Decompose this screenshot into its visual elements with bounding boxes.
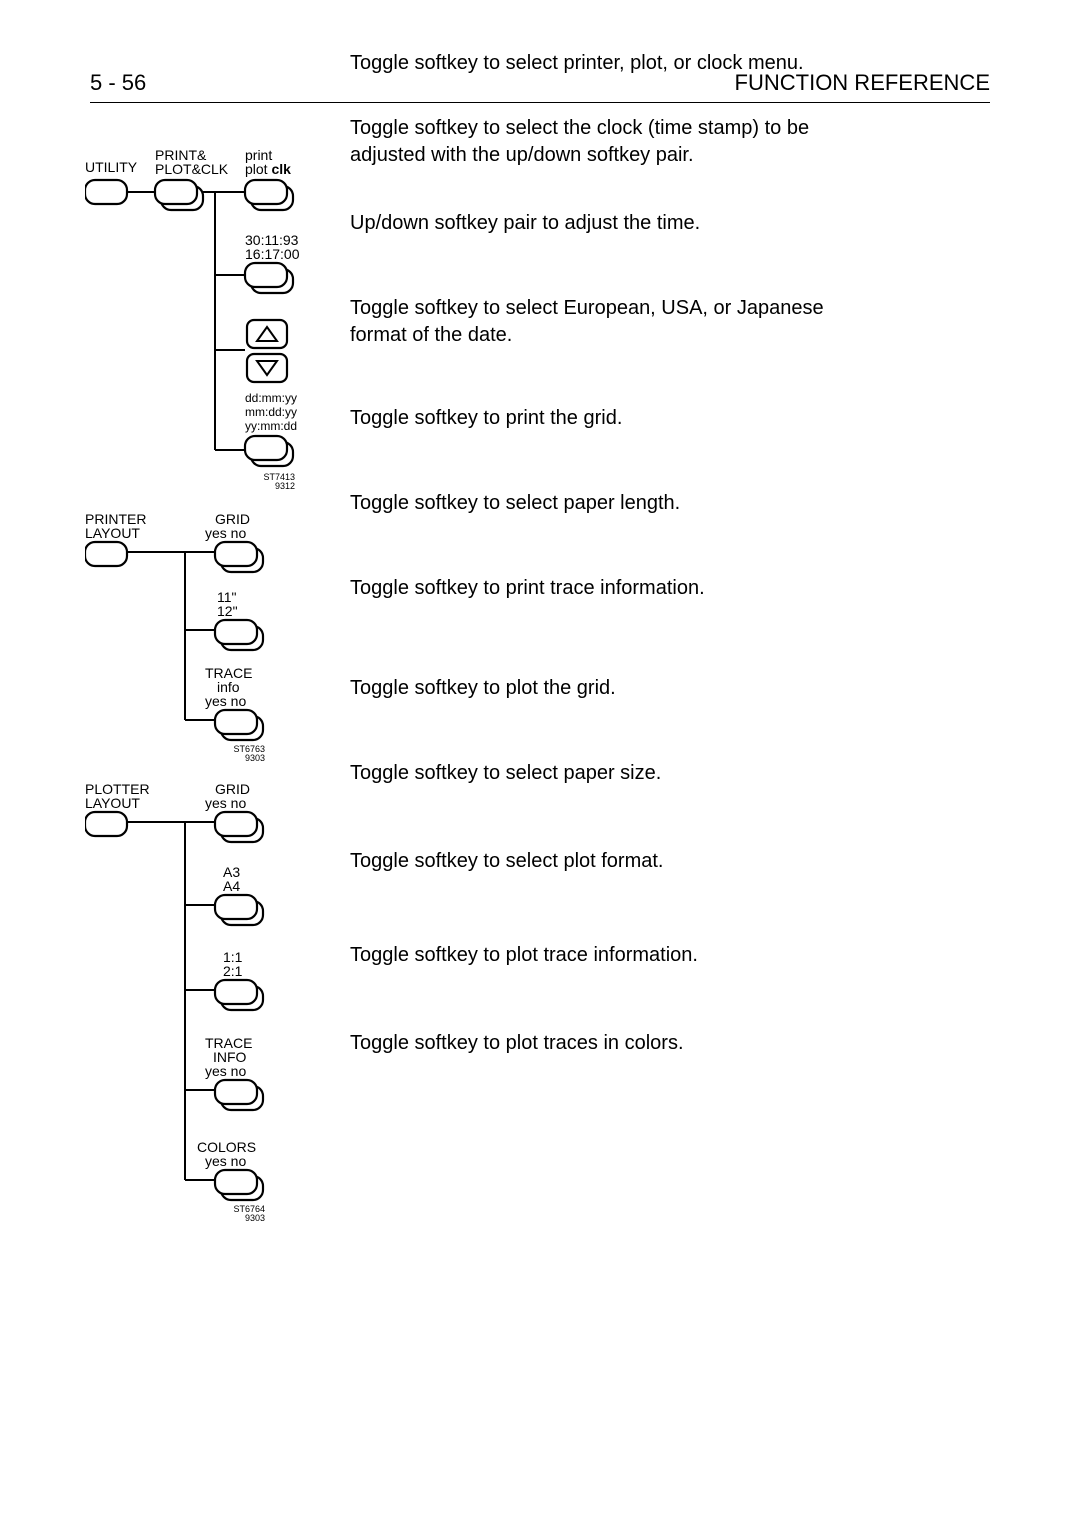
section-plotter-layout: PLOTTER LAYOUT GRID yes no A3 A4 1:1 2:1… bbox=[85, 781, 265, 1223]
desc-4: Toggle softkey to select European, USA, … bbox=[350, 295, 824, 349]
label-utility: UTILITY bbox=[85, 159, 138, 175]
printer-grid-key[interactable] bbox=[215, 542, 263, 572]
print-plot-clk-toggle-key[interactable] bbox=[245, 180, 293, 210]
desc-5: Toggle softkey to print the grid. bbox=[350, 405, 622, 432]
clock-select-key[interactable] bbox=[245, 263, 293, 293]
desc-2: Toggle softkey to select the clock (time… bbox=[350, 115, 809, 169]
label-plot-clk: plot clk bbox=[245, 161, 291, 177]
label-yymmdd: yy:mm:dd bbox=[245, 419, 297, 433]
label-grid-yesno: yes no bbox=[205, 525, 246, 541]
label-a4: A4 bbox=[223, 878, 240, 894]
printer-layout-key[interactable] bbox=[85, 542, 127, 566]
label-layout: LAYOUT bbox=[85, 525, 140, 541]
plotter-trace-key[interactable] bbox=[215, 1080, 263, 1110]
desc-1: Toggle softkey to select printer, plot, … bbox=[350, 50, 804, 77]
label-plotter-layout: LAYOUT bbox=[85, 795, 140, 811]
date-format-key[interactable] bbox=[245, 436, 293, 466]
up-key[interactable] bbox=[247, 320, 287, 348]
ref-code-1b: 9312 bbox=[275, 481, 295, 491]
section-utility: UTILITY PRINT& PLOT&CLK print plot clk 3… bbox=[85, 147, 300, 491]
desc-8: Toggle softkey to plot the grid. bbox=[350, 675, 616, 702]
page-number: 5 - 56 bbox=[90, 70, 146, 96]
label-print-plot-clk-2: PLOT&CLK bbox=[155, 161, 229, 177]
label-trace-yesno: yes no bbox=[205, 693, 246, 709]
label-plotter-grid-yesno: yes no bbox=[205, 795, 246, 811]
down-key[interactable] bbox=[247, 354, 287, 382]
plotter-layout-key[interactable] bbox=[85, 812, 127, 836]
desc-3: Up/down softkey pair to adjust the time. bbox=[350, 210, 700, 237]
ref-code-3b: 9303 bbox=[245, 1213, 265, 1223]
desc-7: Toggle softkey to print trace informatio… bbox=[350, 575, 705, 602]
ref-code-2b: 9303 bbox=[245, 753, 265, 763]
label-ddmmyy: dd:mm:yy bbox=[245, 391, 297, 405]
desc-11: Toggle softkey to plot trace information… bbox=[350, 942, 698, 969]
colors-key[interactable] bbox=[215, 1170, 263, 1200]
menu-tree-diagrams: UTILITY PRINT& PLOT&CLK print plot clk 3… bbox=[85, 140, 345, 1265]
paper-length-key[interactable] bbox=[215, 620, 263, 650]
label-21: 2:1 bbox=[223, 963, 243, 979]
label-plot-trace-yesno: yes no bbox=[205, 1063, 246, 1079]
label-colors-yesno: yes no bbox=[205, 1153, 246, 1169]
plotter-grid-key[interactable] bbox=[215, 812, 263, 842]
section-printer-layout: PRINTER LAYOUT GRID yes no 11" 12" TRACE… bbox=[85, 511, 265, 763]
desc-9: Toggle softkey to select paper size. bbox=[350, 760, 661, 787]
label-mmddyy: mm:dd:yy bbox=[245, 405, 297, 419]
desc-6: Toggle softkey to select paper length. bbox=[350, 490, 680, 517]
label-time: 16:17:00 bbox=[245, 246, 300, 262]
desc-10: Toggle softkey to select plot format. bbox=[350, 848, 664, 875]
printer-trace-key[interactable] bbox=[215, 710, 263, 740]
print-plot-clk-key[interactable] bbox=[155, 180, 203, 210]
label-12in: 12" bbox=[217, 603, 238, 619]
paper-size-key[interactable] bbox=[215, 895, 263, 925]
utility-key[interactable] bbox=[85, 180, 127, 204]
desc-12: Toggle softkey to plot traces in colors. bbox=[350, 1030, 684, 1057]
plot-format-key[interactable] bbox=[215, 980, 263, 1010]
